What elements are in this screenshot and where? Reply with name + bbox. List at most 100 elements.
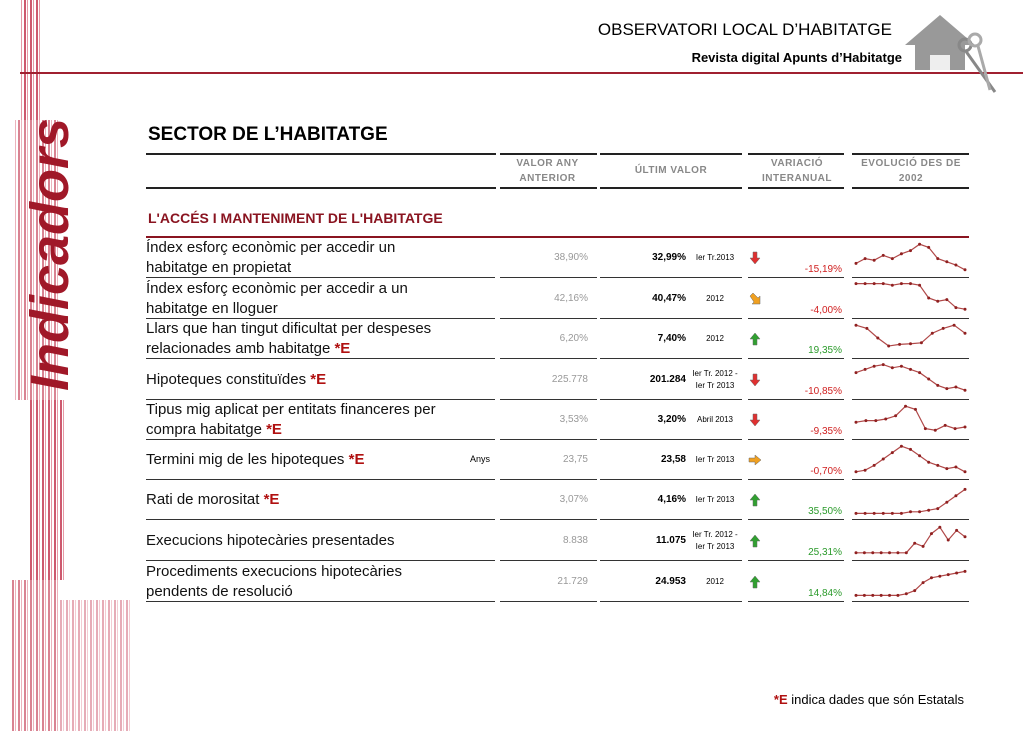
- sparkline-dot: [909, 282, 912, 286]
- sparkline-dot: [862, 551, 866, 555]
- row-rule: [748, 277, 844, 278]
- row-label: Termini mig de les hipoteques *E: [146, 440, 436, 480]
- sparkline-dot: [854, 593, 858, 597]
- sparkline-dot: [899, 364, 903, 368]
- arrow-shape: [749, 493, 761, 507]
- state-mark: *E: [266, 421, 282, 438]
- sparkline-dot: [909, 367, 912, 371]
- state-mark: *E: [310, 371, 327, 388]
- table-row: Execucions hipotecàries presentades 8.838…: [0, 521, 1023, 561]
- sparkline-dot: [854, 420, 858, 424]
- sparkline-dot: [955, 528, 959, 532]
- row-rule: [500, 358, 597, 359]
- label-text: Tipus mig aplicat per entitats financere…: [146, 401, 436, 438]
- sparkline-dot: [923, 427, 927, 431]
- sparkline-dot: [879, 551, 883, 555]
- last-value: 23,58: [660, 454, 686, 465]
- sparkline-dot: [936, 383, 940, 387]
- sparkline: [854, 282, 967, 311]
- row-rule: [146, 277, 495, 278]
- row-rule: [852, 399, 969, 400]
- row-rule: [146, 358, 495, 359]
- arrow-shape: [749, 292, 761, 305]
- row-rule: [600, 358, 742, 359]
- row-rule: [748, 601, 844, 602]
- rule: [500, 187, 597, 189]
- row-rule: [748, 560, 844, 561]
- sparkline-dot: [890, 451, 894, 455]
- sparkline-dot: [963, 470, 967, 474]
- sparkline-dot: [890, 283, 894, 287]
- row-rule: [748, 519, 844, 520]
- group-title: L'ACCÉS I MANTENIMENT DE L'HABITATGE: [148, 210, 443, 226]
- label-text: Termini mig de les hipoteques: [146, 451, 345, 468]
- row-rule: [600, 479, 742, 480]
- label-text: Índex esforç econòmic per accedir a un h…: [146, 280, 408, 317]
- label-text: Llars que han tingut dificultat per desp…: [146, 320, 432, 357]
- trend-arrow: [748, 454, 762, 466]
- row-label: Hipoteques constituïdes *E: [146, 360, 436, 400]
- sparkline-dot: [945, 500, 949, 504]
- rule: [146, 187, 496, 189]
- sparkline-dot: [894, 414, 898, 418]
- sparkline-dot: [854, 470, 858, 474]
- row-label: Llars que han tingut dificultat per desp…: [146, 319, 436, 359]
- sparkline-dot: [929, 532, 933, 536]
- sparkline-dot: [913, 589, 917, 593]
- table-row: Tipus mig aplicat per entitats financere…: [0, 400, 1023, 440]
- table-row: Índex esforç econòmic per accedir a un h…: [0, 279, 1023, 319]
- sparkline-dot: [904, 404, 908, 408]
- row-label-text: Execucions hipotecàries presentades: [146, 531, 394, 551]
- row-rule: [600, 318, 742, 319]
- sparkline-dot: [963, 268, 967, 272]
- sparkline-dot: [963, 569, 967, 573]
- label-text: Índex esforç econòmic per accedir un hab…: [146, 239, 396, 276]
- sparkline: [854, 363, 967, 392]
- sparkline-dot: [927, 460, 931, 464]
- sparkline-dot: [881, 363, 885, 367]
- variation: -9,35%: [810, 426, 842, 437]
- row-label: Execucions hipotecàries presentades: [146, 521, 436, 561]
- row-rule: [600, 519, 742, 520]
- sparkline-dot: [933, 428, 937, 432]
- sparkline-dot: [909, 447, 912, 451]
- trend-arrow: [749, 332, 761, 346]
- row-rule: [852, 560, 969, 561]
- trend-arrow: [749, 251, 761, 265]
- label-text: Execucions hipotecàries presentades: [146, 532, 395, 549]
- sparkline-dot: [954, 465, 958, 469]
- table-row: Procediments execucions hipotecàries pen…: [0, 562, 1023, 602]
- sparkline: [854, 323, 967, 348]
- previous-value: 3,53%: [559, 414, 588, 425]
- row-rule: [852, 519, 969, 520]
- sparkline-dot: [953, 427, 957, 431]
- sparkline-dot: [881, 457, 885, 461]
- sparkline-dot: [941, 326, 945, 330]
- row-label: Procediments execucions hipotecàries pen…: [146, 562, 436, 602]
- row-rule: [600, 601, 742, 602]
- previous-value: 38,90%: [554, 252, 588, 263]
- sparkline-dot: [946, 538, 950, 542]
- sparkline-dot: [872, 511, 876, 515]
- row-label-text: Rati de morositat *E: [146, 490, 279, 510]
- sparkline-dot: [909, 342, 912, 346]
- trend-arrow: [749, 413, 761, 427]
- sparkline-dot: [909, 510, 912, 514]
- row-rule: [748, 318, 844, 319]
- sparkline-dot: [881, 282, 885, 286]
- sparkline-dot: [952, 323, 956, 327]
- arrow-shape: [749, 575, 761, 589]
- state-mark: *E: [263, 491, 280, 508]
- sparkline-dot: [927, 245, 931, 249]
- rule: [748, 153, 844, 155]
- row-rule: [146, 399, 495, 400]
- rule: [852, 153, 969, 155]
- trend-arrow: [749, 534, 761, 548]
- sparkline-dot: [938, 525, 942, 529]
- sparkline-dot: [954, 306, 958, 310]
- sparkline-dot: [904, 592, 908, 596]
- sparkline-dot: [872, 282, 876, 286]
- sparkline-dot: [862, 593, 866, 597]
- row-rule: [600, 560, 742, 561]
